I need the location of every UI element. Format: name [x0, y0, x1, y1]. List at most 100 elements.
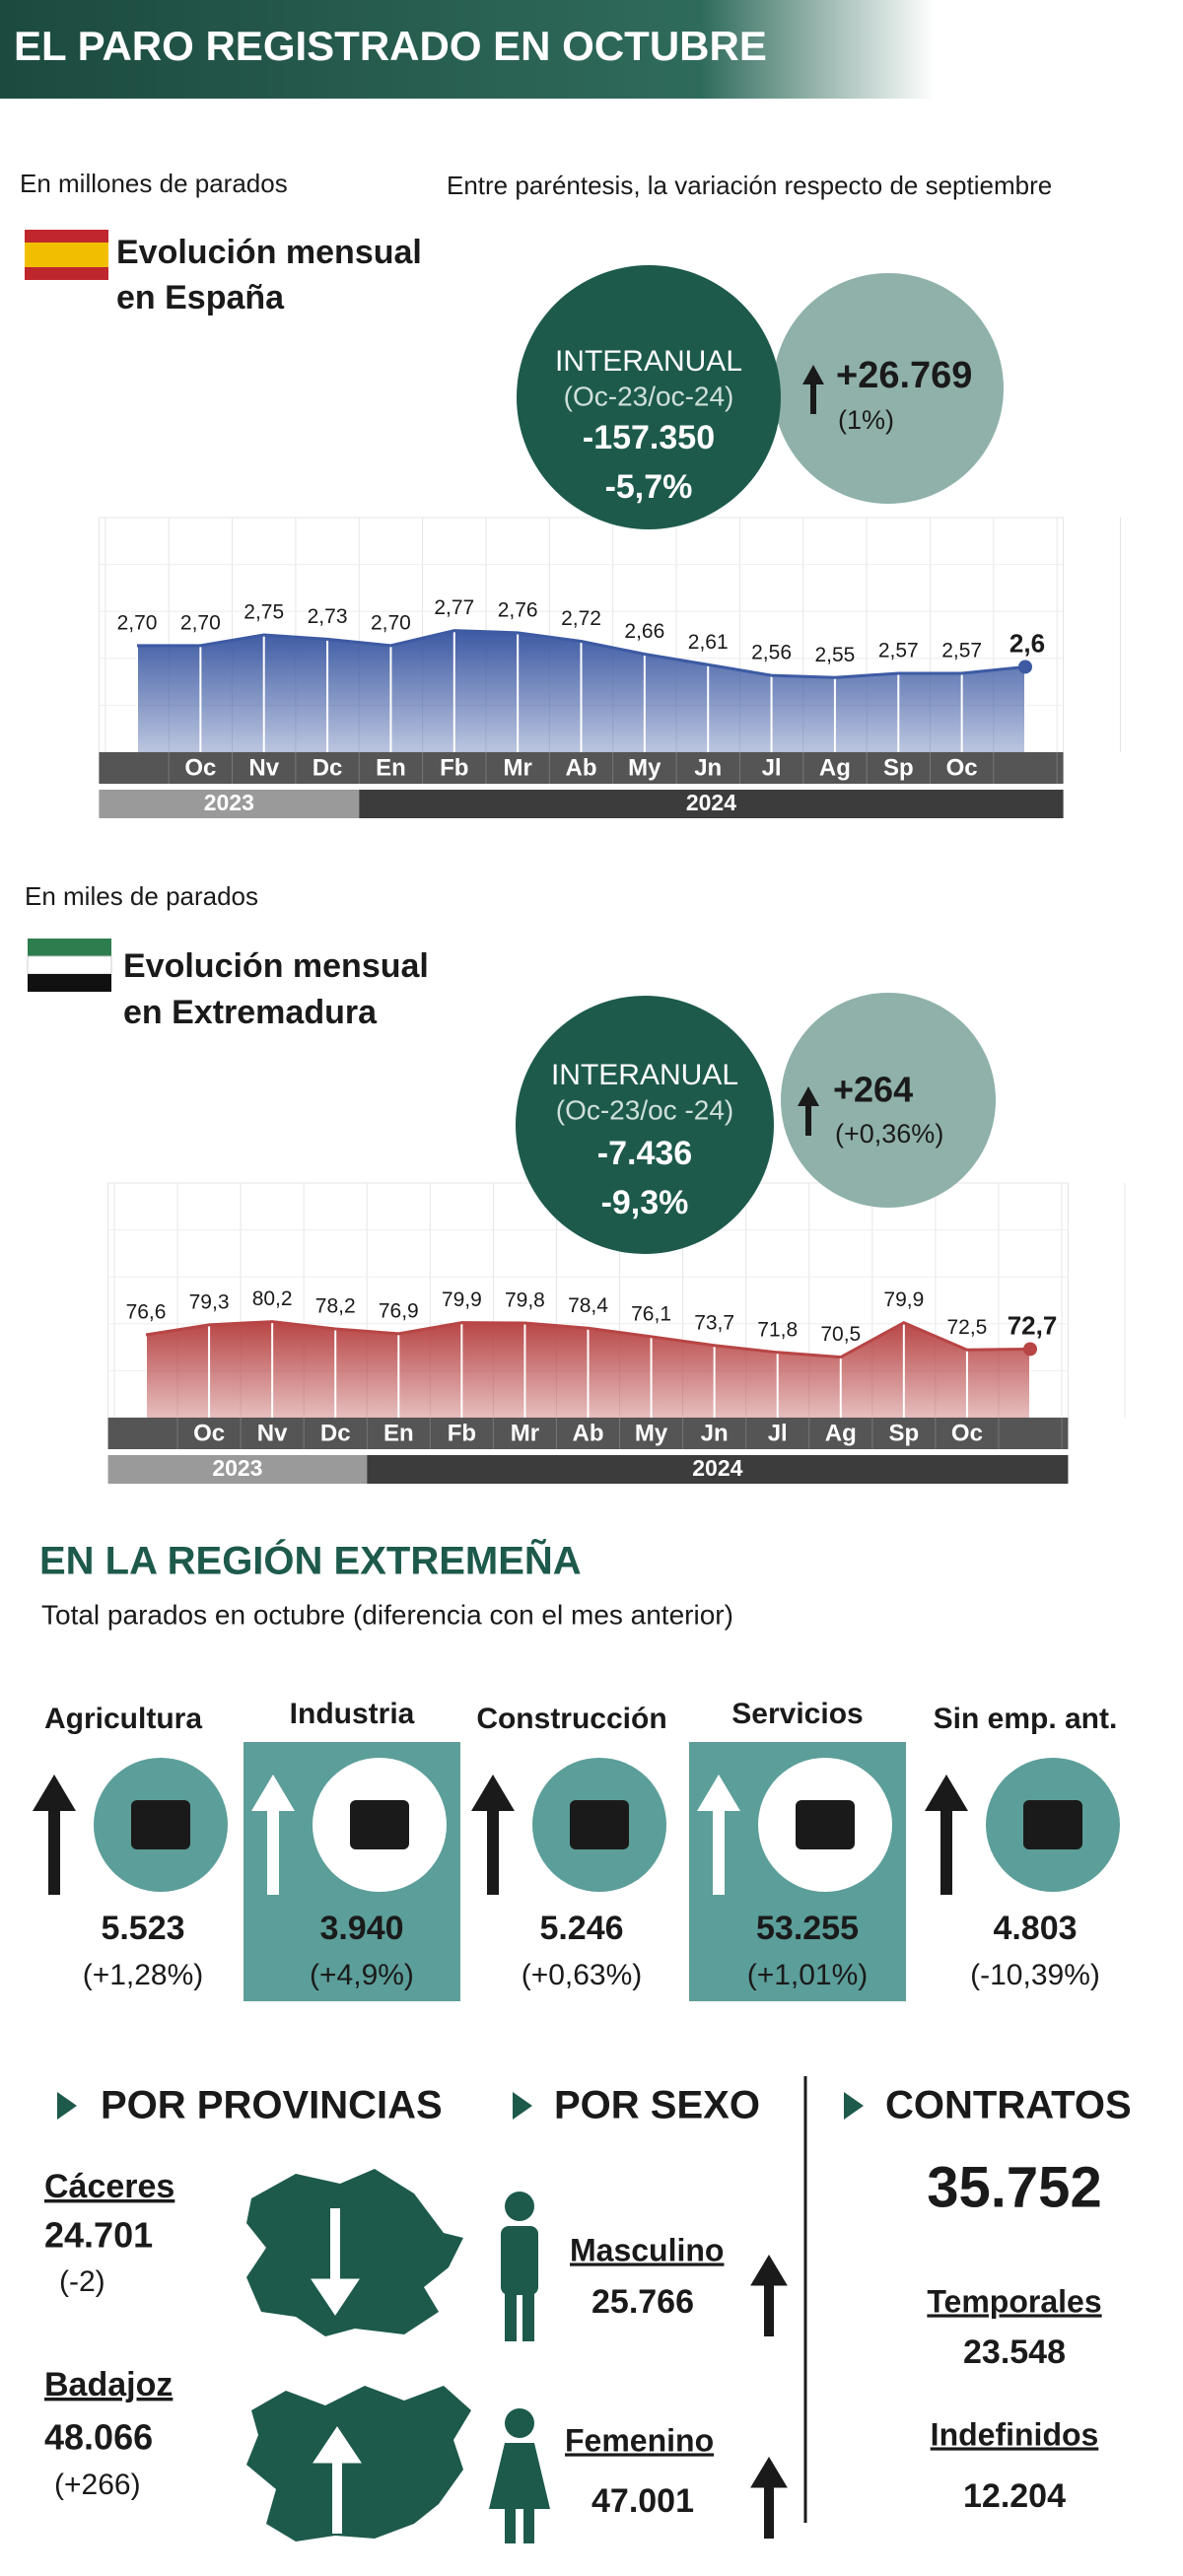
value-label: 80,2: [252, 1288, 293, 1310]
heading-marker: [844, 2092, 864, 2120]
chart-title: en España: [116, 279, 285, 316]
chart-title: Evolución mensual: [123, 947, 429, 985]
province-name: Badajoz: [44, 2366, 173, 2403]
x-tick-label: Sp: [889, 1420, 920, 1446]
x-tick-label: Oc: [951, 1420, 983, 1446]
unit-note: En miles de parados: [25, 881, 258, 911]
badajoz-map: [246, 2386, 471, 2541]
note: Entre paréntesis, la variación respecto …: [447, 171, 1052, 200]
sector-value: 5.523: [101, 1910, 184, 1947]
value-label: 2,70: [180, 611, 221, 634]
arrow-head: [925, 1775, 968, 1811]
x-tick-label: Fb: [448, 1420, 476, 1446]
sex-value: 47.001: [592, 2482, 694, 2520]
x-tick-label: Jl: [768, 1420, 788, 1446]
year-label: 2023: [212, 1455, 262, 1481]
value-label: 2,55: [814, 644, 855, 666]
sector-name: Servicios: [731, 1698, 863, 1730]
heading: POR PROVINCIAS: [101, 2084, 443, 2127]
x-tick-label: Nv: [257, 1420, 288, 1446]
female-icon: [489, 2408, 550, 2543]
sector-change: (+4,9%): [310, 1959, 414, 1991]
value-label: 79,3: [189, 1290, 230, 1313]
line: [137, 629, 1026, 679]
value-label: 2,72: [561, 607, 601, 630]
value-label: 79,9: [442, 1288, 482, 1311]
annual-circle: [516, 996, 774, 1254]
x-tick-label: Ag: [825, 1420, 857, 1446]
value-label: 73,7: [694, 1311, 734, 1334]
sector-change: (-10,39%): [970, 1959, 1100, 1991]
monthly-pct: (1%): [838, 405, 894, 435]
monthly-change: +26.769: [836, 355, 972, 396]
value-label: 72,5: [946, 1316, 987, 1339]
year-label: 2024: [686, 790, 736, 815]
value-label: 2,6: [1009, 628, 1045, 658]
x-tick-label: Oc: [946, 754, 978, 781]
value-label: 71,8: [757, 1318, 798, 1341]
value-label: 78,4: [568, 1294, 608, 1317]
x-tick-label: En: [383, 1420, 414, 1446]
x-tick-label: My: [628, 754, 661, 781]
chart-title: Evolución mensual: [116, 234, 422, 271]
year-label: 2023: [204, 790, 254, 815]
heading-marker: [513, 2092, 532, 2120]
value-label: 2,73: [308, 605, 348, 628]
extremadura-flag: [27, 939, 112, 992]
value-label: 2,57: [941, 639, 982, 661]
unit-note: En millones de parados: [20, 169, 288, 198]
province-value: 24.701: [44, 2215, 153, 2256]
sex-name: Femenino: [565, 2422, 714, 2458]
up-arrow: [751, 2256, 787, 2336]
x-axis-band: [99, 752, 1064, 784]
point: [1023, 1342, 1037, 1357]
annual-circle: [517, 265, 781, 529]
arrow-head: [33, 1775, 76, 1811]
x-tick-label: Jn: [701, 1420, 729, 1446]
x-axis-band: [107, 1418, 1069, 1449]
sector-icon: [796, 1800, 855, 1849]
x-tick-label: Dc: [313, 754, 343, 781]
sex-name: Masculino: [570, 2232, 724, 2267]
value-label: 2,76: [498, 598, 538, 621]
year-band: [367, 1455, 1069, 1484]
arrow-head: [251, 1775, 295, 1811]
contract-name: Temporales: [927, 2283, 1101, 2319]
heading-marker: [57, 2092, 77, 2120]
value-label: 2,70: [371, 611, 411, 634]
line: [145, 1320, 1031, 1359]
caceres-map: [246, 2169, 463, 2336]
x-tick-label: Ag: [819, 754, 851, 781]
province-change: (-2): [59, 2265, 105, 2298]
contracts-total: 35.752: [927, 2155, 1101, 2219]
sector-icon: [1023, 1800, 1082, 1849]
sector-name: Agricultura: [44, 1703, 202, 1735]
value-label: 76,9: [379, 1299, 419, 1322]
section-title: EN LA REGIÓN EXTREMEÑA: [39, 1538, 582, 1583]
province-change: (+266): [54, 2469, 141, 2501]
up-arrow: [313, 2426, 362, 2534]
sector-name: Sin emp. ant.: [934, 1703, 1118, 1735]
x-tick-label: Jl: [762, 754, 782, 781]
value-label: 79,9: [883, 1288, 924, 1311]
year-band: [99, 790, 360, 818]
monthly-circle: [773, 273, 1004, 504]
chart-title: en Extremadura: [123, 994, 378, 1031]
x-tick-label: Ab: [566, 754, 597, 781]
x-tick-label: Fb: [440, 754, 468, 781]
contract-value: 23.548: [963, 2333, 1066, 2371]
x-tick-label: En: [376, 754, 406, 781]
x-tick-label: My: [635, 1420, 668, 1446]
x-tick-label: Mr: [511, 1420, 539, 1446]
male-icon: [501, 2192, 538, 2341]
annual-pct: -9,3%: [601, 1184, 689, 1221]
annual-label: INTERANUAL: [555, 345, 742, 378]
value-label: 2,57: [878, 639, 919, 661]
up-arrow: [251, 1775, 295, 1895]
value-label: 79,8: [505, 1289, 545, 1312]
down-arrow: [311, 2208, 360, 2316]
arrow-head: [697, 1775, 740, 1811]
sector-value: 5.246: [539, 1910, 623, 1947]
sector-name: Construcción: [476, 1703, 666, 1735]
